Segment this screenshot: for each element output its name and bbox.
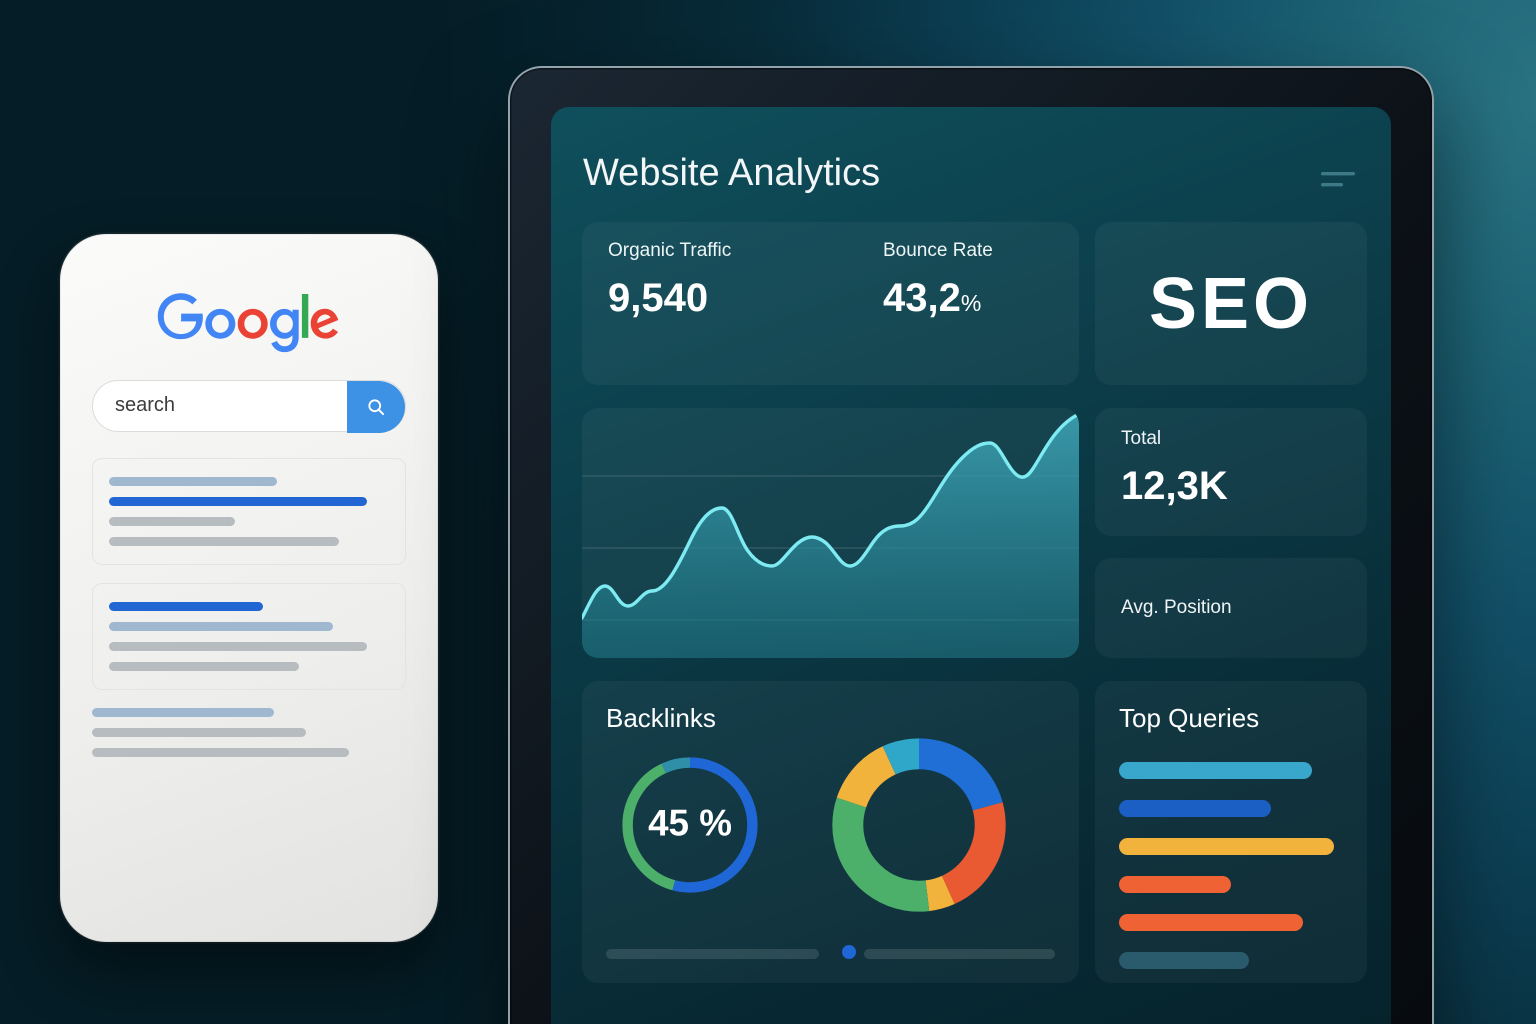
svg-text:45 %: 45 % — [648, 802, 732, 843]
